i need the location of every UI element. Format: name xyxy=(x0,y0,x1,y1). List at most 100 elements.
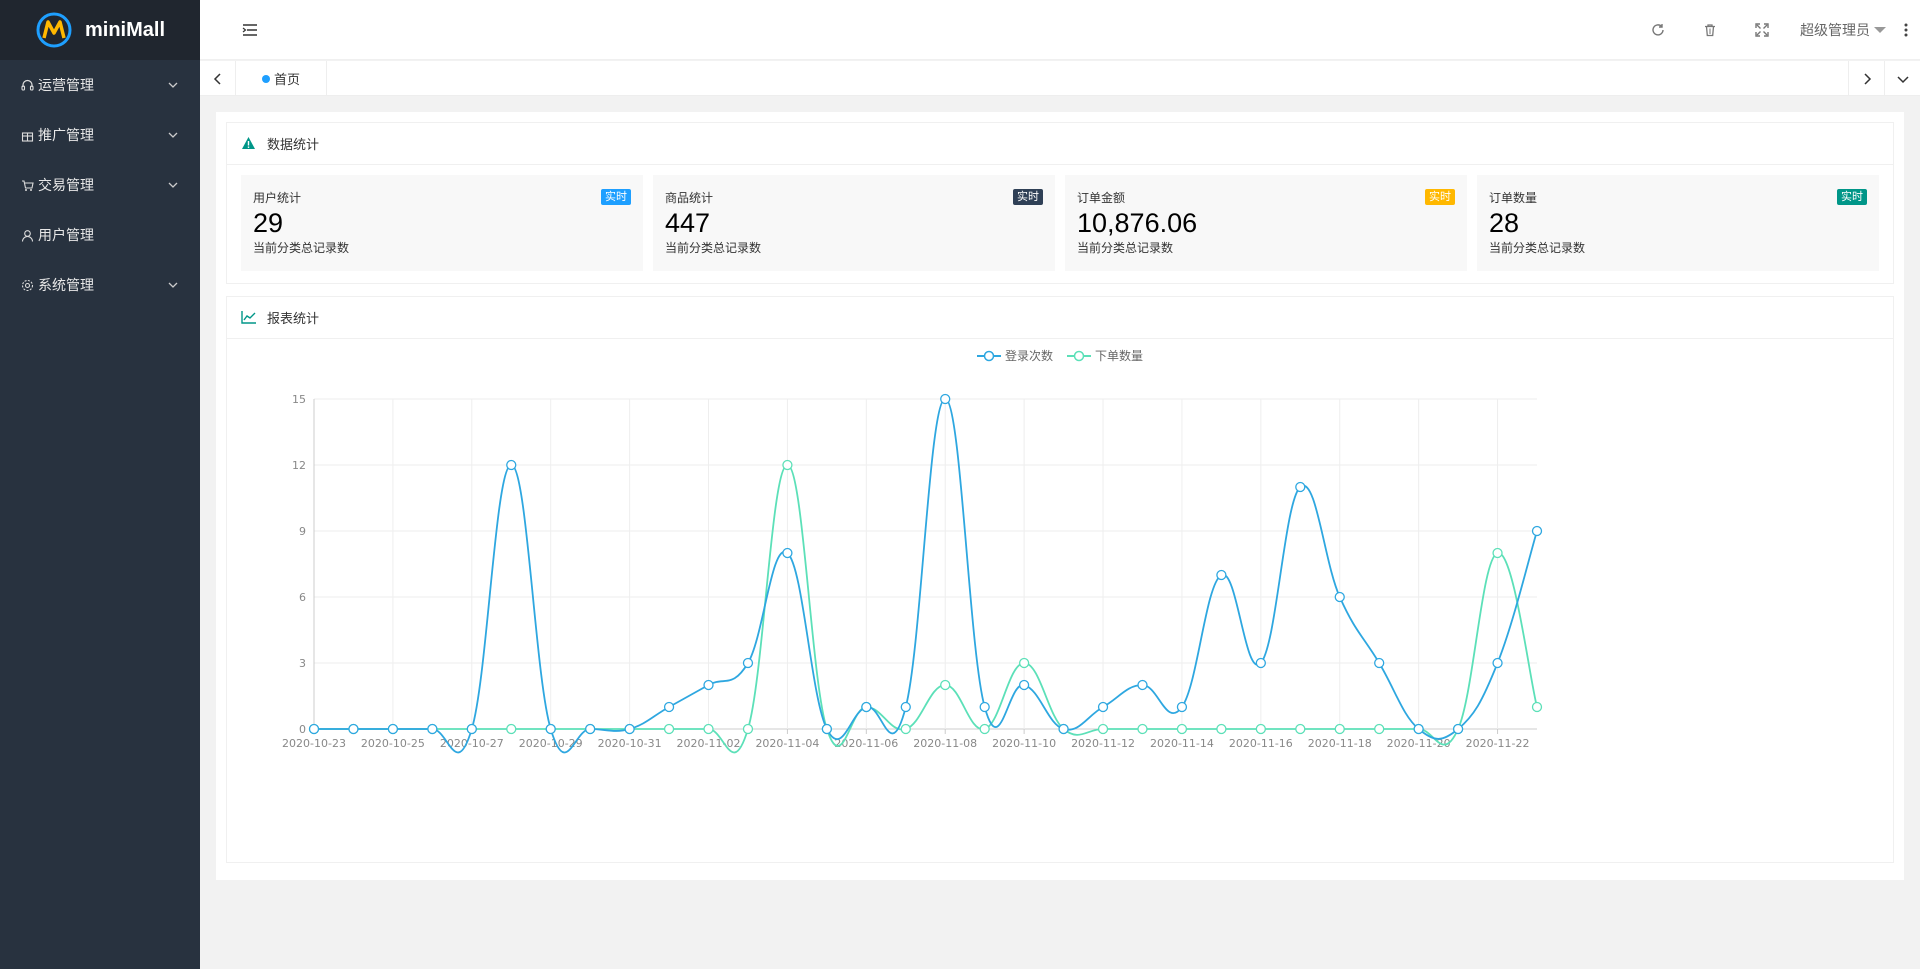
data-point xyxy=(1492,657,1503,669)
user-menu[interactable]: 超级管理员 xyxy=(1788,20,1892,40)
fullscreen-button[interactable] xyxy=(1736,0,1788,60)
data-point xyxy=(466,723,477,735)
data-point xyxy=(782,459,793,471)
x-tick-label: 2020-10-27 xyxy=(440,737,504,750)
trash-icon xyxy=(1705,24,1715,37)
data-point xyxy=(821,723,833,735)
data-point xyxy=(1374,723,1385,735)
data-point xyxy=(1255,723,1266,735)
user-name: 超级管理员 xyxy=(1800,23,1870,39)
data-point xyxy=(1334,723,1345,735)
fullscreen-icon xyxy=(1755,23,1769,37)
chart-legend: 登录次数 下单数量 xyxy=(227,347,1893,364)
data-point xyxy=(387,723,399,735)
sidebar-item-label: 系统管理 xyxy=(38,278,94,294)
realtime-badge: 实时 xyxy=(601,189,631,205)
data-point xyxy=(585,723,596,735)
data-point xyxy=(1531,525,1543,537)
data-point xyxy=(940,393,951,405)
user-icon xyxy=(20,228,34,242)
stat-value: 10,876.06 xyxy=(1077,208,1198,238)
x-tick-label: 2020-11-04 xyxy=(755,737,819,750)
x-tick-label: 2020-10-23 xyxy=(282,737,346,750)
data-point xyxy=(1413,723,1424,735)
line-chart: 0 3 6 9 12 15 2020-10-23 2020-10-25 2020-10-27 20… xyxy=(282,393,1543,754)
sidebar-item-operations[interactable]: 运营管理 xyxy=(0,60,200,110)
data-point xyxy=(506,723,517,735)
sidebar-item-label: 用户管理 xyxy=(38,228,94,244)
data-point xyxy=(742,657,754,669)
sidebar-item-promotion[interactable]: 推广管理 xyxy=(0,110,200,160)
data-point xyxy=(861,701,872,713)
stats-panel: 数据统计 用户统计 29 当前分类总记录数 实时 商品统计 447 当前分类总记… xyxy=(226,122,1894,284)
x-tick-label: 2020-11-08 xyxy=(913,737,977,750)
sidebar-item-users[interactable]: 用户管理 xyxy=(0,210,200,260)
data-point xyxy=(703,679,714,691)
data-point xyxy=(624,723,635,735)
data-point xyxy=(1058,723,1069,735)
headset-icon xyxy=(20,78,34,92)
cart-icon xyxy=(20,178,34,192)
data-point xyxy=(348,723,359,735)
sidebar-item-trade[interactable]: 交易管理 xyxy=(0,160,200,210)
legend-label: 下单数量 xyxy=(1095,349,1144,363)
data-point xyxy=(979,701,990,713)
refresh-button[interactable] xyxy=(1632,0,1684,60)
data-point xyxy=(1097,701,1109,713)
x-tick-label: 2020-10-29 xyxy=(519,737,583,750)
stat-value: 29 xyxy=(253,208,284,238)
app-name: miniMall xyxy=(84,18,165,41)
tabs-menu-button[interactable] xyxy=(1884,61,1920,96)
more-button[interactable] xyxy=(1892,0,1920,60)
tabs-scroll-left-button[interactable] xyxy=(200,61,236,96)
gear-icon xyxy=(20,278,34,292)
stats-panel-title: 数据统计 xyxy=(267,138,320,153)
sidebar-item-system[interactable]: 系统管理 xyxy=(0,260,200,310)
chevron-down-icon xyxy=(168,82,178,88)
legend-item-logins[interactable]: 登录次数 xyxy=(976,347,1053,364)
sidebar-item-label: 推广管理 xyxy=(38,128,94,144)
y-tick-label: 9 xyxy=(299,525,306,538)
data-point xyxy=(1176,723,1188,735)
chevron-down-icon xyxy=(168,132,178,138)
stat-desc: 当前分类总记录数 xyxy=(1489,241,1586,255)
stats-cards: 用户统计 29 当前分类总记录数 实时 商品统计 447 当前分类总记录数 实时… xyxy=(227,165,1893,281)
data-point xyxy=(782,547,793,559)
stat-label: 用户统计 xyxy=(253,191,302,205)
warning-icon xyxy=(241,136,257,152)
data-point xyxy=(1097,723,1109,735)
tab-home[interactable]: 首页 xyxy=(236,61,328,96)
y-tick-label: 3 xyxy=(299,657,306,670)
minimall-logo-icon xyxy=(36,12,72,48)
data-point xyxy=(1018,679,1030,691)
sidebar-menu: 运营管理 推广管理 交易管理 用户管理 系统管 xyxy=(0,60,200,310)
data-point xyxy=(1216,569,1227,581)
chevron-down-icon xyxy=(168,182,178,188)
data-point xyxy=(1374,657,1385,669)
logo[interactable]: miniMall xyxy=(0,0,200,60)
x-tick-label: 2020-11-22 xyxy=(1466,737,1530,750)
data-point xyxy=(545,723,556,735)
y-tick-label: 12 xyxy=(292,459,306,472)
clear-cache-button[interactable] xyxy=(1684,0,1736,60)
x-tick-label: 2020-11-10 xyxy=(992,737,1056,750)
refresh-icon xyxy=(1652,24,1664,36)
x-tick-label: 2020-10-31 xyxy=(598,737,662,750)
legend-symbol xyxy=(1067,350,1091,361)
caret-down-icon xyxy=(1874,27,1886,33)
stat-card-order-amount: 订单金额 10,876.06 当前分类总记录数 实时 xyxy=(1065,175,1467,271)
line-chart-icon xyxy=(241,310,257,326)
x-tick-label: 2020-11-06 xyxy=(834,737,898,750)
data-point xyxy=(979,723,990,735)
stat-card-products: 商品统计 447 当前分类总记录数 实时 xyxy=(653,175,1055,271)
tabs-scroll-right-button[interactable] xyxy=(1848,61,1884,96)
stats-panel-header: 数据统计 xyxy=(227,123,1893,165)
legend-item-orders[interactable]: 下单数量 xyxy=(1067,347,1143,364)
x-tick-label: 2020-11-16 xyxy=(1229,737,1293,750)
sidebar-toggle-icon[interactable] xyxy=(242,22,258,38)
stat-desc: 当前分类总记录数 xyxy=(253,241,350,255)
data-point xyxy=(1492,547,1503,559)
series-line xyxy=(314,398,1538,754)
data-point xyxy=(1295,723,1306,735)
realtime-badge: 实时 xyxy=(1425,189,1455,205)
